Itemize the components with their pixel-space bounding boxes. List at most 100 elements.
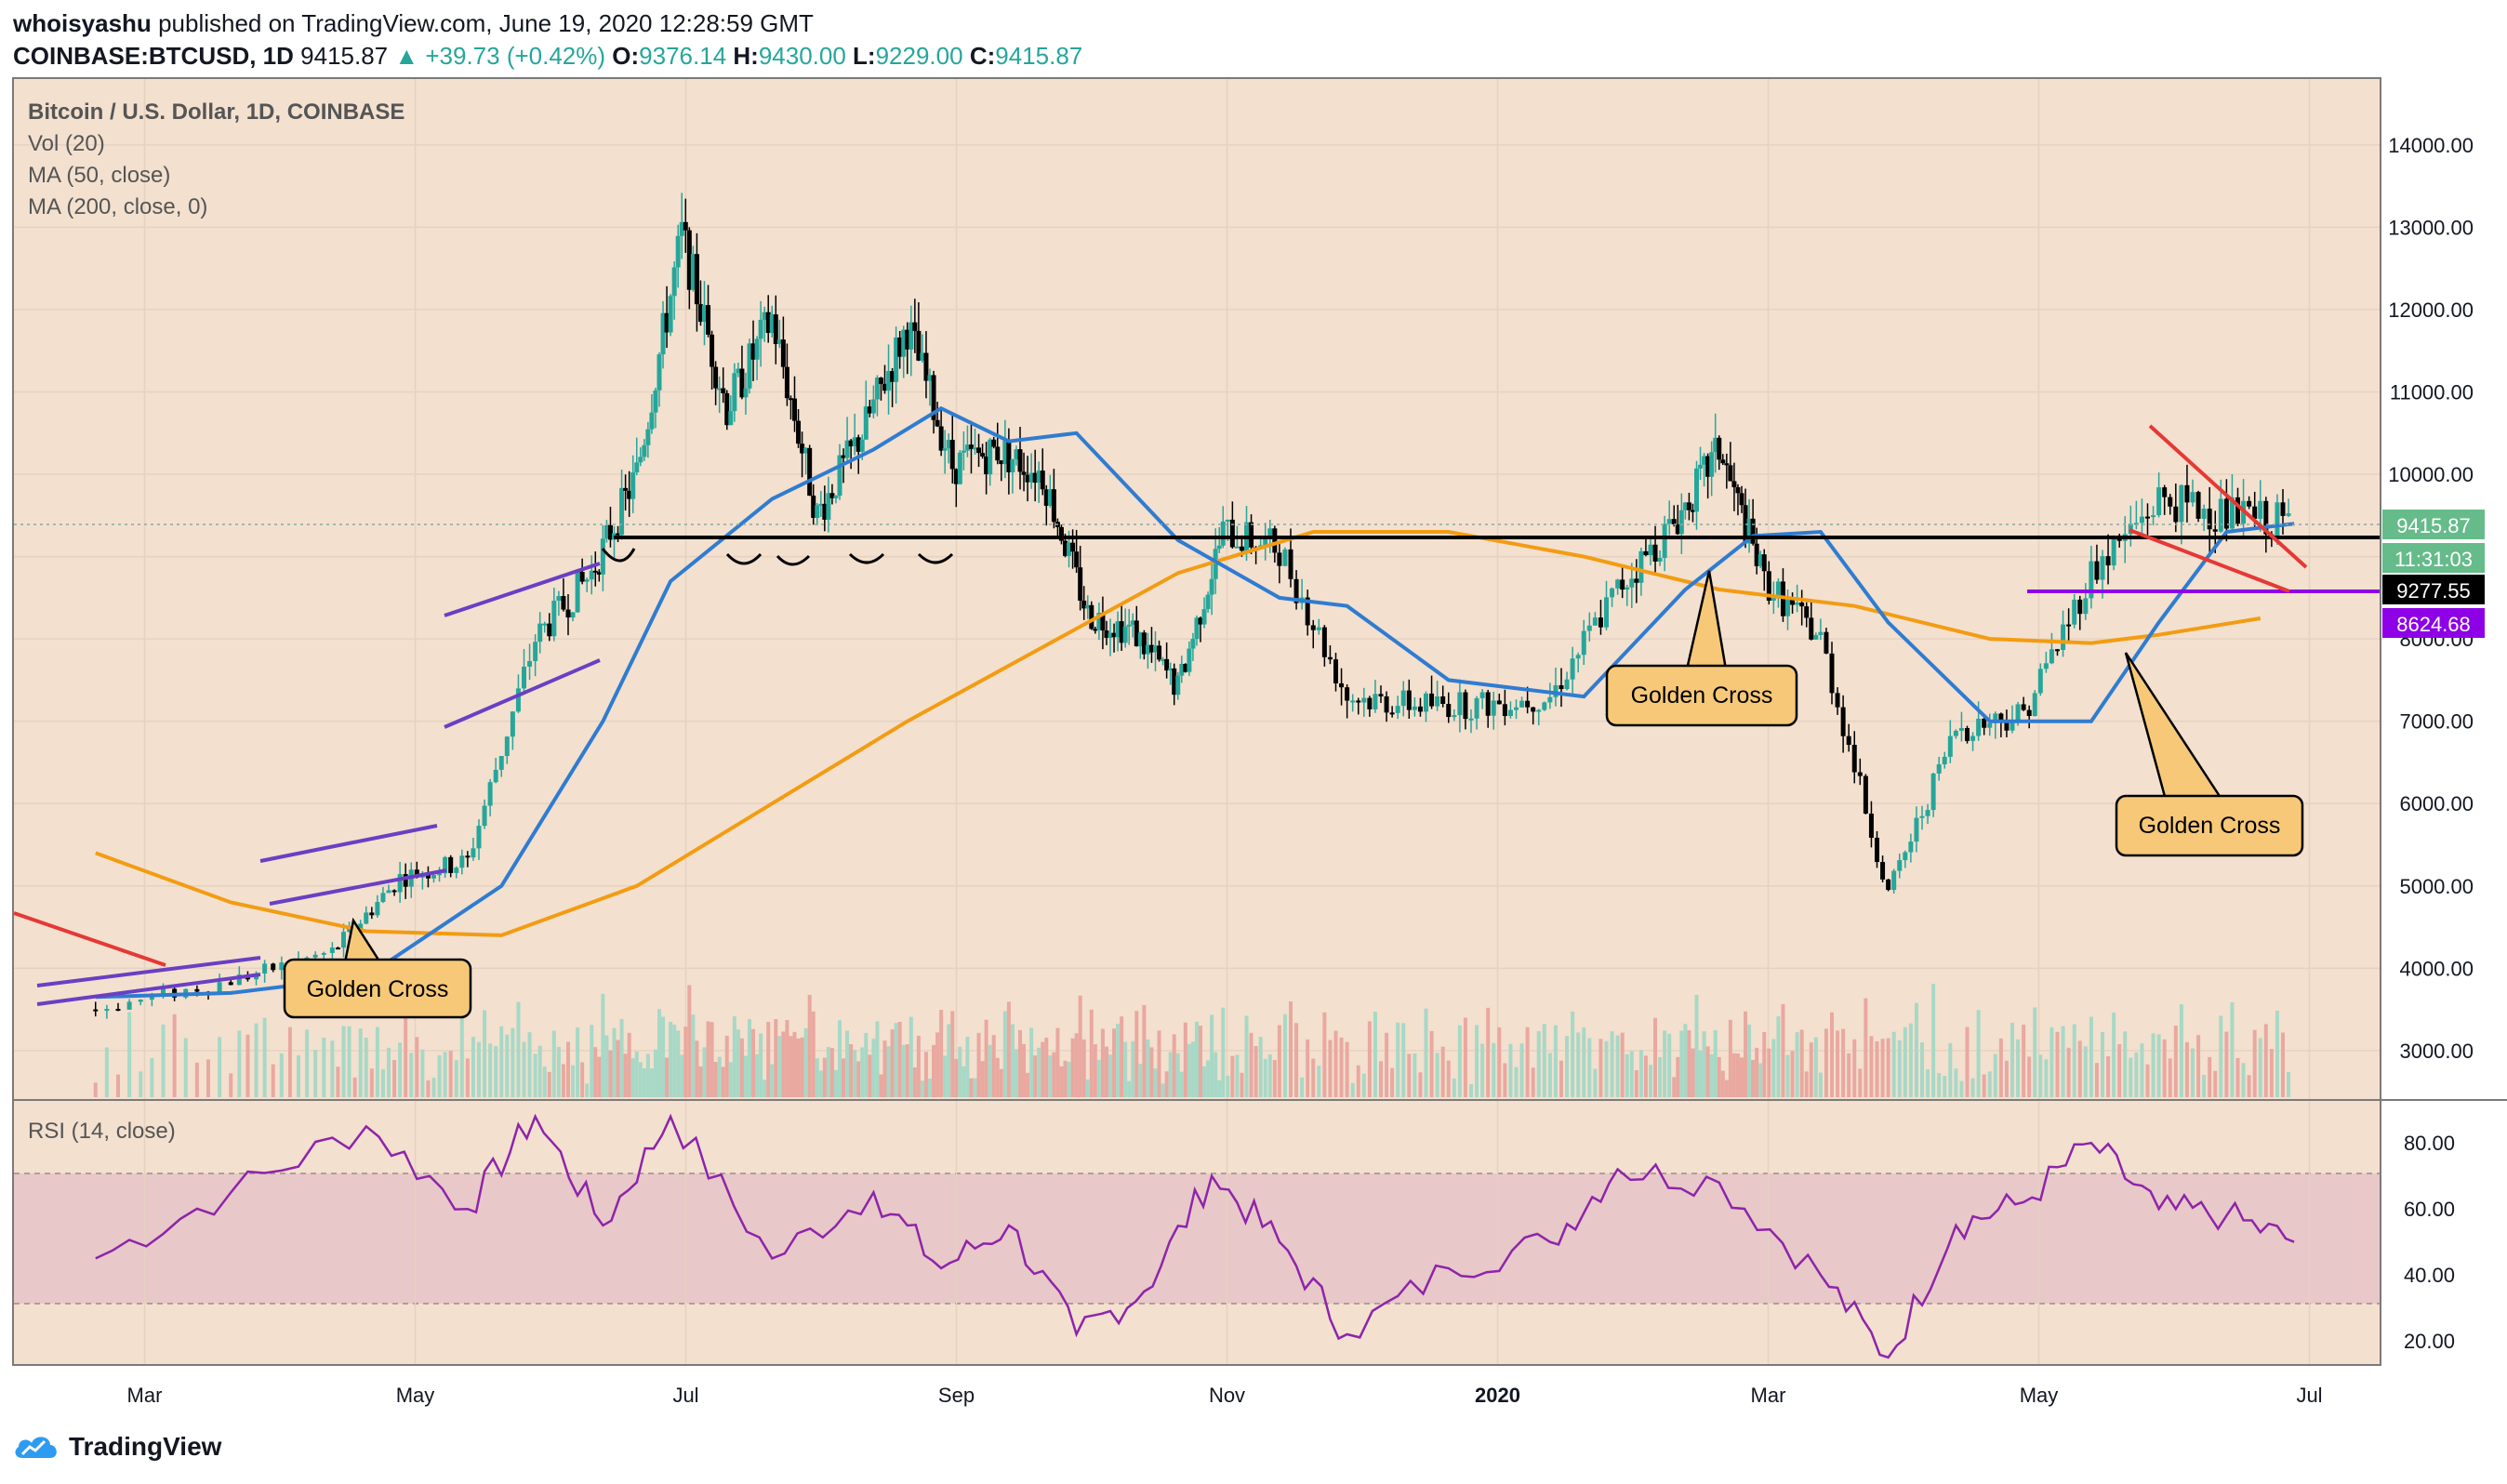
volume-bar <box>1048 1055 1053 1097</box>
candle-body <box>2173 506 2179 523</box>
volume-bar <box>1744 1011 1748 1097</box>
candle-body <box>788 398 793 401</box>
volume-bar <box>1508 1043 1513 1097</box>
time-axis[interactable]: Mar May Jul Sep Nov 2020 Mar May Jul <box>127 1384 2323 1407</box>
ma200-line <box>95 530 2262 937</box>
candle-body <box>1809 617 1814 640</box>
volume-bar <box>2033 1007 2037 1097</box>
candle-body <box>1130 620 1135 625</box>
volume-bar <box>1120 1016 1124 1097</box>
legend-ma50[interactable]: MA (50, close) <box>28 163 170 188</box>
volume-bar <box>1492 1042 1496 1097</box>
candle-body <box>1474 697 1479 719</box>
bounce-arc-1 <box>601 548 636 563</box>
volume-bar <box>1799 1029 1804 1097</box>
candle-body <box>878 378 883 384</box>
candle-body <box>2089 561 2094 599</box>
candle-body <box>2032 693 2037 717</box>
volume-bar <box>969 1078 974 1097</box>
volume-bar <box>1771 1039 1776 1097</box>
price-pane[interactable] <box>14 79 2380 1100</box>
support-price-tag-text: 9277.55 <box>2396 579 2471 603</box>
candle-body <box>1998 713 2004 722</box>
rsi-axis[interactable]: 20.00 40.00 60.00 80.00 <box>2404 1132 2455 1353</box>
volume-bar <box>638 1062 643 1097</box>
volume-bar <box>1920 1041 1924 1097</box>
purple-price-tag-text: 8624.68 <box>2396 613 2471 636</box>
price-tick-label: 14000.00 <box>2388 134 2474 157</box>
purple-channel-1-bottom <box>36 973 261 1006</box>
volume-bar <box>2241 1063 2246 1097</box>
price-axis[interactable]: 3000.004000.005000.006000.007000.008000.… <box>2388 134 2474 1063</box>
volume-bar <box>2061 1026 2065 1097</box>
volume-bar <box>1146 1039 1150 1097</box>
volume-bar <box>465 1058 470 1097</box>
volume-bar <box>1033 1055 1038 1097</box>
volume-bar <box>2044 1059 2049 1097</box>
volume-bar <box>1179 1071 1184 1097</box>
author[interactable]: whoisyashu <box>13 9 152 37</box>
candle-body <box>1536 709 1542 712</box>
volume-bar <box>901 1044 906 1097</box>
golden-cross-callout-1: Golden Cross <box>283 917 472 1019</box>
candle-body <box>758 319 763 339</box>
candle-body <box>638 457 643 463</box>
symbol-label[interactable]: COINBASE:BTCUSD, 1D <box>13 42 294 70</box>
legend-rsi[interactable]: RSI (14, close) <box>28 1119 176 1144</box>
volume-bar <box>1457 1025 1462 1097</box>
candle-body <box>2015 704 2021 722</box>
candle-body <box>271 963 276 971</box>
volume-bar <box>1582 1027 1586 1097</box>
candle-body <box>1277 552 1282 566</box>
low-value: 9229.00 <box>875 42 963 70</box>
volume-bar <box>1396 1022 1400 1097</box>
volume-bar <box>630 1058 635 1097</box>
candle-body <box>844 440 850 458</box>
volume-bar <box>1108 1054 1112 1097</box>
volume-bar <box>687 985 692 1097</box>
candle-body <box>1367 697 1373 709</box>
candle-body <box>1835 693 1840 708</box>
candle-body <box>493 769 498 783</box>
volume-bar <box>818 1070 823 1097</box>
candle-body <box>1452 715 1457 718</box>
volume-bar <box>1385 1032 1389 1097</box>
price-tick-label: 3000.00 <box>2399 1040 2474 1063</box>
candle-body <box>623 487 629 491</box>
volume-bar <box>1131 1040 1135 1097</box>
volume-bar <box>860 1047 865 1097</box>
volume-bar <box>1667 1033 1672 1097</box>
candle-body <box>803 447 809 454</box>
volume-bar <box>724 1035 729 1097</box>
volume-bar <box>229 1073 233 1097</box>
candle-body <box>1126 624 1132 627</box>
volume-bar <box>1908 1023 1913 1097</box>
legend-vol[interactable]: Vol (20) <box>28 131 105 156</box>
candle-body <box>1187 648 1192 672</box>
volume-bar <box>1226 1075 1230 1097</box>
volume-bar <box>364 1038 368 1097</box>
legend-ma200[interactable]: MA (200, close, 0) <box>28 194 207 219</box>
volume-bar <box>547 1071 551 1097</box>
volume-bar <box>2151 1033 2155 1097</box>
volume-bar <box>1970 1078 1975 1097</box>
candle-body <box>1813 634 1819 640</box>
volume-bar <box>2022 1024 2026 1097</box>
tradingview-cloud-icon <box>15 1437 57 1458</box>
volume-bar <box>1629 1051 1634 1097</box>
candle-body <box>657 354 662 391</box>
candle-body <box>1750 518 1756 544</box>
volume-bar <box>1401 1023 1406 1097</box>
volume-bar <box>1676 1056 1680 1097</box>
volume-bar <box>1235 1054 1240 1097</box>
volume-bar <box>653 1049 657 1097</box>
volume-bar <box>522 1041 526 1097</box>
volume-bar <box>194 1062 199 1097</box>
tradingview-brand[interactable]: TradingView <box>69 1432 222 1461</box>
candle-body <box>476 826 482 849</box>
candle-body <box>762 311 767 320</box>
high-value: 9430.00 <box>758 42 846 70</box>
volume-bar <box>755 1053 760 1097</box>
legend-title[interactable]: Bitcoin / U.S. Dollar, 1D, COINBASE <box>28 99 405 125</box>
